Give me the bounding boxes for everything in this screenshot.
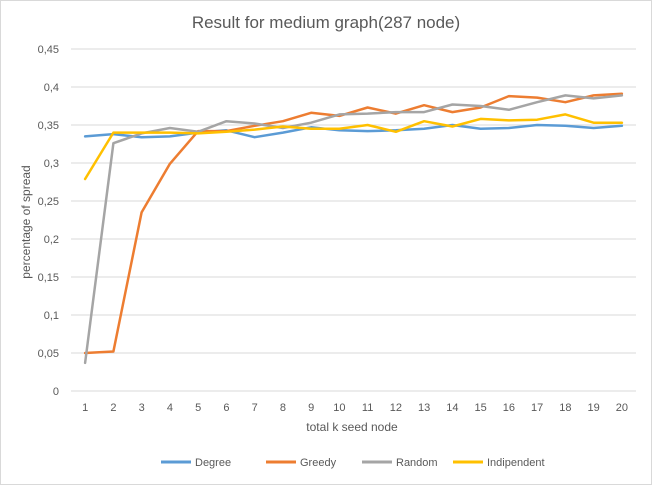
x-tick-label: 17 <box>531 402 543 414</box>
x-axis-label: total k seed node <box>306 420 398 434</box>
x-tick-label: 18 <box>559 402 571 414</box>
x-tick-label: 7 <box>252 402 258 414</box>
legend-label-greedy: Greedy <box>300 457 337 469</box>
x-tick-label: 1 <box>82 402 88 414</box>
x-tick-label: 9 <box>308 402 314 414</box>
y-tick-label: 0,1 <box>44 310 59 322</box>
series-lines <box>83 92 624 365</box>
series-line-random <box>83 94 624 365</box>
y-tick-label: 0,2 <box>44 234 59 246</box>
x-tick-label: 13 <box>418 402 430 414</box>
x-tick-label: 15 <box>475 402 487 414</box>
y-tick-label: 0,25 <box>38 196 59 208</box>
y-tick-label: 0,05 <box>38 348 59 360</box>
x-tick-label: 11 <box>362 402 373 414</box>
x-tick-label: 16 <box>503 402 515 414</box>
legend: Degree Greedy Random Indipendent <box>161 457 545 469</box>
y-tick-label: 0 <box>53 386 59 398</box>
series-line-degree <box>83 123 624 139</box>
series-line-greedy <box>83 92 624 355</box>
gridlines <box>71 48 636 392</box>
y-tick-label: 0,3 <box>44 158 59 170</box>
x-tick-label: 10 <box>333 402 345 414</box>
x-tick-label: 4 <box>167 402 173 414</box>
x-tick-label: 3 <box>139 402 145 414</box>
chart-title: Result for medium graph(287 node) <box>192 13 460 32</box>
x-tick-label: 6 <box>223 402 229 414</box>
x-tick-label: 14 <box>446 402 458 414</box>
x-tick-label: 19 <box>588 402 600 414</box>
y-tick-label: 0,45 <box>38 44 59 56</box>
series-line-indipendent <box>83 113 624 181</box>
x-tick-label: 12 <box>390 402 402 414</box>
y-axis-ticks: 0 0,05 0,1 0,15 0,2 0,25 0,3 0,35 0,4 0,45 <box>38 44 59 398</box>
x-tick-label: 8 <box>280 402 286 414</box>
x-tick-label: 2 <box>110 402 116 414</box>
legend-label-random: Random <box>396 457 438 469</box>
x-axis-ticks: 1 2 3 4 5 6 7 8 9 10 11 12 13 14 15 16 17 18 19 20 <box>82 402 628 414</box>
y-tick-label: 0,35 <box>38 120 59 132</box>
y-axis-label: percentage of spread <box>19 165 33 278</box>
legend-label-indipendent: Indipendent <box>487 457 545 469</box>
legend-label-degree: Degree <box>195 457 231 469</box>
x-tick-label: 20 <box>616 402 628 414</box>
x-tick-label: 5 <box>195 402 201 414</box>
y-tick-label: 0,15 <box>38 272 59 284</box>
y-tick-label: 0,4 <box>44 82 59 94</box>
